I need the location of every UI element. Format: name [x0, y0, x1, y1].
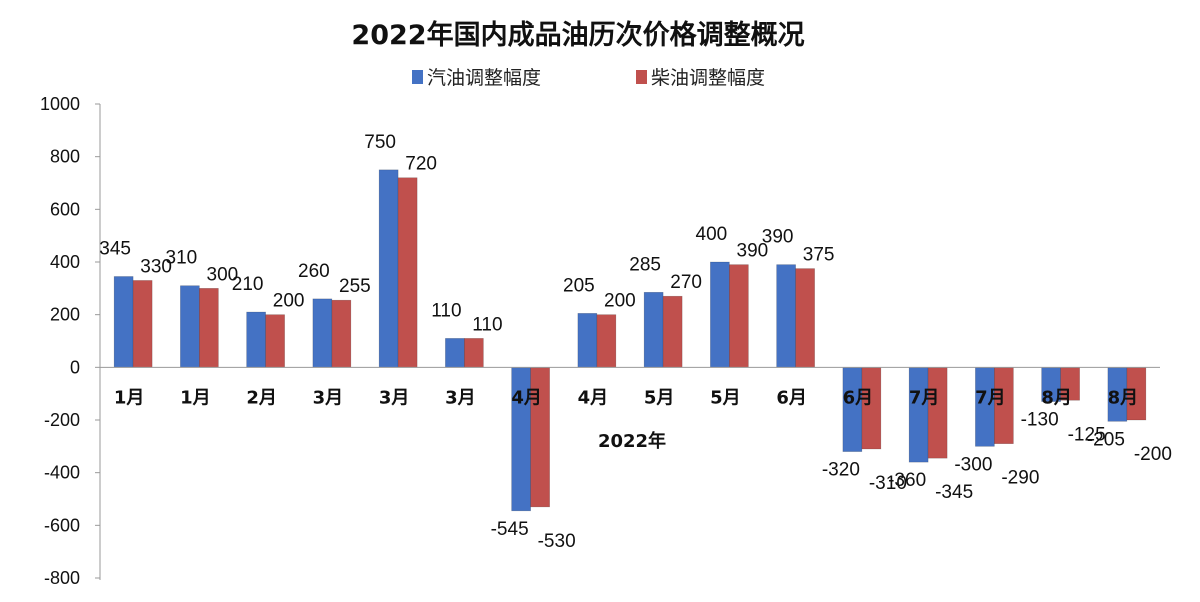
gasoline-data-label: 750 — [364, 132, 396, 153]
diesel-data-label: -345 — [935, 482, 973, 503]
y-tick-label: -800 — [44, 568, 80, 588]
diesel-data-label: 255 — [339, 276, 371, 297]
diesel-data-label: 110 — [472, 314, 502, 335]
category-label: 4月 — [578, 387, 609, 408]
y-tick-label: 400 — [50, 252, 80, 272]
legend-swatch-diesel — [636, 70, 647, 84]
gasoline-data-label: 400 — [696, 224, 728, 245]
gasoline-bar — [312, 298, 333, 368]
gasoline-data-label: -130 — [1021, 410, 1059, 431]
diesel-bar — [199, 288, 219, 368]
diesel-bar — [331, 299, 352, 368]
diesel-data-label: -290 — [1001, 468, 1039, 489]
category-label: 5月 — [644, 387, 675, 408]
gasoline-bar — [246, 311, 266, 368]
y-tick-label: 1000 — [40, 94, 80, 114]
category-label: 6月 — [843, 387, 874, 408]
chart-title: 2022年国内成品油历次价格调整概况 — [351, 19, 804, 51]
diesel-bar — [265, 314, 285, 368]
diesel-data-label: 375 — [803, 245, 835, 266]
legend-label-gasoline: 汽油调整幅度 — [427, 67, 541, 89]
category-label: 7月 — [975, 387, 1006, 408]
y-tick-label: 800 — [50, 147, 80, 167]
x-axis-label: 2022年 — [598, 430, 666, 452]
diesel-bar — [397, 177, 418, 368]
gasoline-data-label: -360 — [888, 470, 926, 491]
gasoline-bar — [445, 338, 465, 368]
y-tick-label: 0 — [70, 357, 80, 377]
y-axis-ticks: 1000 800 600 400 200 0 -200 -400 -600 -800 — [40, 94, 100, 588]
gasoline-data-label: 310 — [166, 248, 198, 269]
gasoline-data-label: 285 — [629, 254, 661, 275]
gasoline-bar — [643, 291, 664, 368]
gasoline-bar — [180, 285, 200, 368]
diesel-bar — [795, 268, 815, 368]
category-label: 6月 — [776, 387, 807, 408]
gasoline-bar — [908, 367, 929, 463]
diesel-data-label: 720 — [405, 154, 437, 175]
category-labels: 1月 1月 2月 3月 3月 3月 4月 4月 5月 5月 6月 6月 7月 7月 8月 8月 — [114, 387, 1138, 408]
legend: 汽油调整幅度 柴油调整幅度 — [412, 67, 765, 89]
y-tick-label: -400 — [44, 463, 80, 483]
gasoline-data-label: 205 — [563, 275, 595, 296]
diesel-data-label: 270 — [670, 272, 702, 293]
gasoline-data-label: -205 — [1087, 429, 1125, 450]
diesel-bar — [729, 264, 749, 368]
category-label: 1月 — [180, 387, 211, 408]
diesel-data-label: 200 — [273, 291, 305, 312]
gasoline-data-label: -545 — [491, 519, 529, 540]
diesel-data-label: -200 — [1134, 444, 1172, 465]
diesel-bar — [927, 367, 948, 459]
diesel-data-label: -530 — [538, 531, 576, 552]
legend-label-diesel: 柴油调整幅度 — [651, 67, 765, 89]
gasoline-data-label: 210 — [232, 274, 264, 295]
diesel-data-label: 300 — [207, 264, 239, 285]
gasoline-bar — [710, 261, 730, 368]
category-label: 5月 — [710, 387, 741, 408]
category-label: 8月 — [1041, 387, 1072, 408]
diesel-data-label: -125 — [1068, 424, 1106, 445]
gasoline-bar — [378, 169, 399, 368]
y-tick-label: 600 — [50, 199, 80, 219]
category-label: 1月 — [114, 387, 145, 408]
diesel-bar — [662, 295, 683, 368]
gasoline-data-label: 110 — [431, 300, 461, 321]
legend-swatch-gasoline — [412, 70, 423, 84]
y-tick-label: -600 — [44, 515, 80, 535]
category-label: 3月 — [379, 387, 410, 408]
diesel-bar — [596, 314, 617, 368]
gasoline-data-label: 345 — [99, 238, 131, 259]
gasoline-bar — [842, 367, 863, 452]
category-label: 7月 — [909, 387, 940, 408]
gasoline-data-label: -300 — [954, 454, 992, 475]
gasoline-bar — [113, 276, 134, 368]
gasoline-bar — [577, 313, 598, 368]
diesel-data-label: 390 — [737, 241, 769, 262]
diesel-data-label: 200 — [604, 291, 636, 312]
category-label: 2月 — [246, 387, 277, 408]
gasoline-bar — [776, 264, 796, 368]
y-tick-label: -200 — [44, 410, 80, 430]
category-label: 4月 — [511, 387, 542, 408]
category-label: 3月 — [445, 387, 476, 408]
bars — [113, 169, 1147, 512]
y-tick-label: 200 — [50, 305, 80, 325]
diesel-bar — [464, 338, 484, 368]
gasoline-data-label: 390 — [762, 227, 794, 248]
diesel-bar — [132, 280, 153, 368]
gasoline-data-label: 260 — [298, 261, 330, 282]
gasoline-data-label: -320 — [822, 460, 860, 481]
diesel-data-label: -310 — [869, 473, 907, 494]
category-label: 3月 — [313, 387, 344, 408]
category-label: 8月 — [1108, 387, 1139, 408]
diesel-data-label: 330 — [140, 256, 172, 277]
